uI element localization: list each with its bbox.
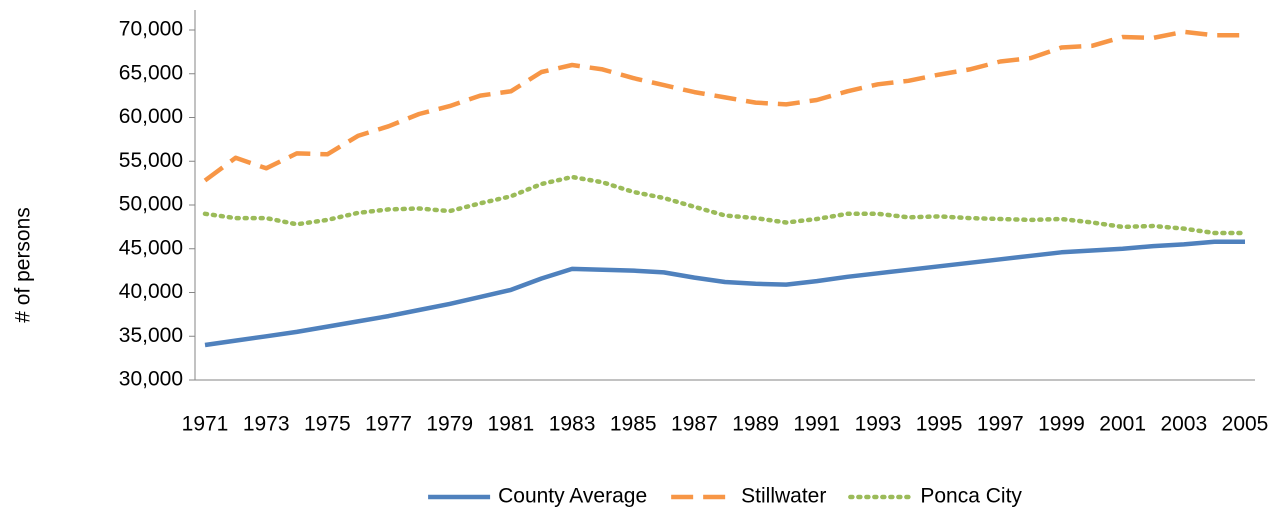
x-tick-label: 1975 [304,413,351,436]
legend-label: Ponca City [920,485,1022,508]
y-tick-label: 30,000 [119,368,183,391]
x-tick-label: 1971 [182,413,229,436]
x-tick-label: 1997 [977,413,1024,436]
x-tick-label: 1973 [243,413,290,436]
x-tick-label: 1999 [1038,413,1085,436]
x-tick-label: 1987 [671,413,718,436]
legend-label: County Average [498,485,647,508]
x-tick-label: 1989 [732,413,779,436]
x-tick-label: 2005 [1222,413,1269,436]
y-axis-label: # of persons [12,207,35,323]
y-tick-label: 70,000 [119,18,183,41]
y-tick-label: 55,000 [119,149,183,172]
y-tick-label: 40,000 [119,280,183,303]
y-tick-label: 45,000 [119,236,183,259]
y-tick-label: 50,000 [119,193,183,216]
y-tick-label: 35,000 [119,324,183,347]
series-line [203,29,1245,183]
x-tick-label: 1995 [916,413,963,436]
x-tick-label: 1983 [549,413,596,436]
x-tick-label: 1991 [793,413,840,436]
x-tick-label: 1985 [610,413,657,436]
x-tick-label: 1993 [855,413,902,436]
series-line [204,239,1245,348]
x-tick-label: 1977 [365,413,412,436]
x-tick-label: 2003 [1160,413,1207,436]
series-line [202,174,1248,236]
x-tick-label: 1979 [426,413,473,436]
y-tick-label: 60,000 [119,105,183,128]
x-tick-label: 2001 [1099,413,1146,436]
legend-label: Stillwater [741,485,826,508]
x-tick-label: 1981 [488,413,535,436]
y-tick-label: 65,000 [119,61,183,84]
